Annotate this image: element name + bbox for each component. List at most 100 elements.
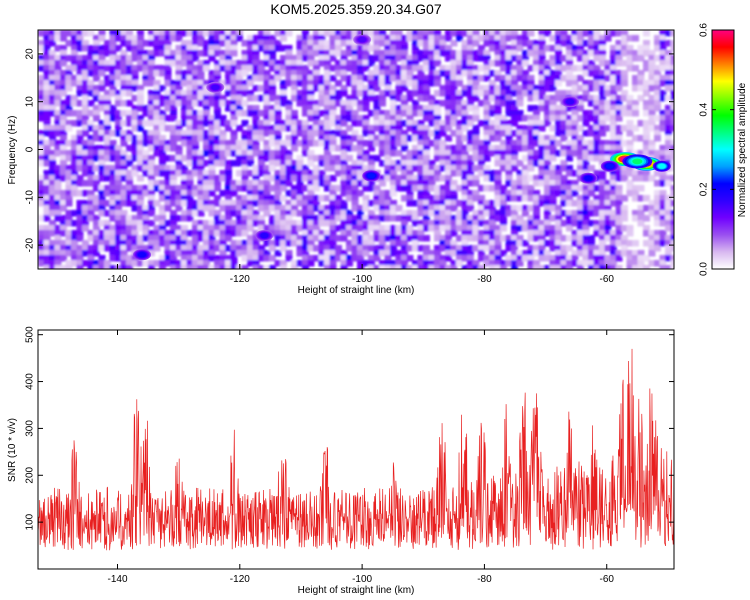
spectrogram-cell xyxy=(445,185,452,192)
spectrogram-cell xyxy=(615,85,623,92)
spectrogram-cell xyxy=(659,175,667,182)
spectrogram-cell xyxy=(43,195,51,202)
y-tick-label: 10 xyxy=(25,96,36,108)
spectrogram-cell xyxy=(483,120,491,127)
spectrogram-cell xyxy=(555,235,562,242)
spectrogram-cell xyxy=(500,130,507,137)
spectrogram-cell xyxy=(538,225,546,232)
spectrogram-cell xyxy=(357,120,364,127)
spectrogram-cell xyxy=(258,45,265,52)
spectrogram-cell xyxy=(65,230,73,237)
spectrogram-cell xyxy=(93,45,100,52)
y-tick-label: 20 xyxy=(25,48,36,60)
spectrogram-cell xyxy=(412,105,419,112)
spectrogram-cell xyxy=(302,250,309,257)
spectrogram-cell xyxy=(208,55,216,62)
spectrogram-cell xyxy=(43,120,51,127)
spectrogram-cell xyxy=(571,105,579,112)
spectrogram-cell xyxy=(296,75,304,82)
spectrogram-cell xyxy=(654,45,661,52)
spectrogram-cell xyxy=(43,225,51,232)
spectrogram-cell xyxy=(82,30,89,37)
spectrogram-cell xyxy=(137,55,144,62)
spectrogram-cell xyxy=(38,195,45,202)
spectrogram-cell xyxy=(379,150,386,157)
spectrogram-cell xyxy=(450,70,458,77)
spectrogram-cell xyxy=(450,245,458,252)
spectrogram-cell xyxy=(478,35,485,42)
spectrogram-cell xyxy=(159,70,166,77)
spectrogram-cell xyxy=(170,175,177,182)
spectrogram-cell xyxy=(626,105,634,112)
spectrogram-cell xyxy=(203,160,210,167)
spectrogram-cell xyxy=(335,90,342,97)
spectrogram-cell xyxy=(324,260,331,267)
spectrogram-cell xyxy=(670,185,674,192)
spectrogram-cell xyxy=(170,115,177,122)
spectrogram-cell xyxy=(439,140,447,147)
spectrogram-cell xyxy=(511,205,518,212)
spectrogram-cell xyxy=(252,50,260,57)
spectrogram-cell xyxy=(527,235,535,242)
spectrogram-cell xyxy=(148,220,155,227)
spectrogram-cell xyxy=(527,30,535,37)
spectrogram-cell xyxy=(604,125,612,132)
spectrogram-cell xyxy=(38,185,45,192)
spectrogram-cell xyxy=(285,125,293,132)
spectrogram-cell xyxy=(390,100,397,107)
spectrogram-cell xyxy=(296,210,304,217)
spectrogram-cell xyxy=(82,200,89,207)
spectrogram-cell xyxy=(285,180,293,187)
spectrogram-cell xyxy=(225,195,232,202)
spectrogram-cell xyxy=(555,215,562,222)
spectrogram-cell xyxy=(324,70,331,77)
spectrogram-cell xyxy=(588,150,595,157)
spectrogram-cell xyxy=(505,135,513,142)
spectrogram-cell xyxy=(252,40,260,47)
spectrogram-cell xyxy=(362,85,370,92)
spectrogram-cell xyxy=(335,155,342,162)
spectrogram-cell xyxy=(329,135,337,142)
spectrogram-cell xyxy=(208,150,216,157)
spectrogram-cell xyxy=(395,150,403,157)
spectrogram-cell xyxy=(186,200,194,207)
spectrogram-cell xyxy=(285,205,293,212)
spectrogram-cell xyxy=(335,250,342,257)
spectrogram-cell xyxy=(357,90,364,97)
spectrogram-cell xyxy=(373,225,381,232)
spectrogram-cell xyxy=(478,255,485,262)
spectrogram-cell xyxy=(247,160,254,167)
spectrogram-cell xyxy=(192,190,199,197)
spectrogram-cell xyxy=(417,180,425,187)
spectrogram-cell xyxy=(406,35,414,42)
spectrogram-cell xyxy=(247,205,254,212)
spectrogram-cell xyxy=(610,150,617,157)
spectrogram-cell xyxy=(467,200,474,207)
spectrogram-cell xyxy=(252,235,260,242)
spectrogram-cell xyxy=(505,145,513,152)
spectrogram-cell xyxy=(560,235,568,242)
spectrogram-cell xyxy=(307,180,315,187)
spectrogram-cell xyxy=(461,200,469,207)
spectrogram-cell xyxy=(93,155,100,162)
spectrogram-cell xyxy=(335,35,342,42)
spectrogram-cell xyxy=(164,230,172,237)
spectrogram-cell xyxy=(115,190,122,197)
spectrogram-cell xyxy=(412,100,419,107)
spectrogram-cell xyxy=(54,255,62,262)
spectrogram-cell xyxy=(313,170,320,177)
spectrogram-cell xyxy=(247,170,254,177)
spectrogram-cell xyxy=(192,115,199,122)
spectrogram-cell xyxy=(324,150,331,157)
spectrogram-cell xyxy=(131,235,139,242)
spectrogram-cell xyxy=(142,260,150,267)
spectrogram-cell xyxy=(197,210,205,217)
spectrogram-cell xyxy=(87,205,95,212)
spectrogram-cell xyxy=(186,100,194,107)
spectrogram-cell xyxy=(555,50,562,57)
spectrogram-cell xyxy=(60,265,67,269)
spectrogram-cell xyxy=(445,215,452,222)
spectrogram-cell xyxy=(500,160,507,167)
spectrogram-cell xyxy=(577,225,584,232)
spectrogram-cell xyxy=(461,230,469,237)
